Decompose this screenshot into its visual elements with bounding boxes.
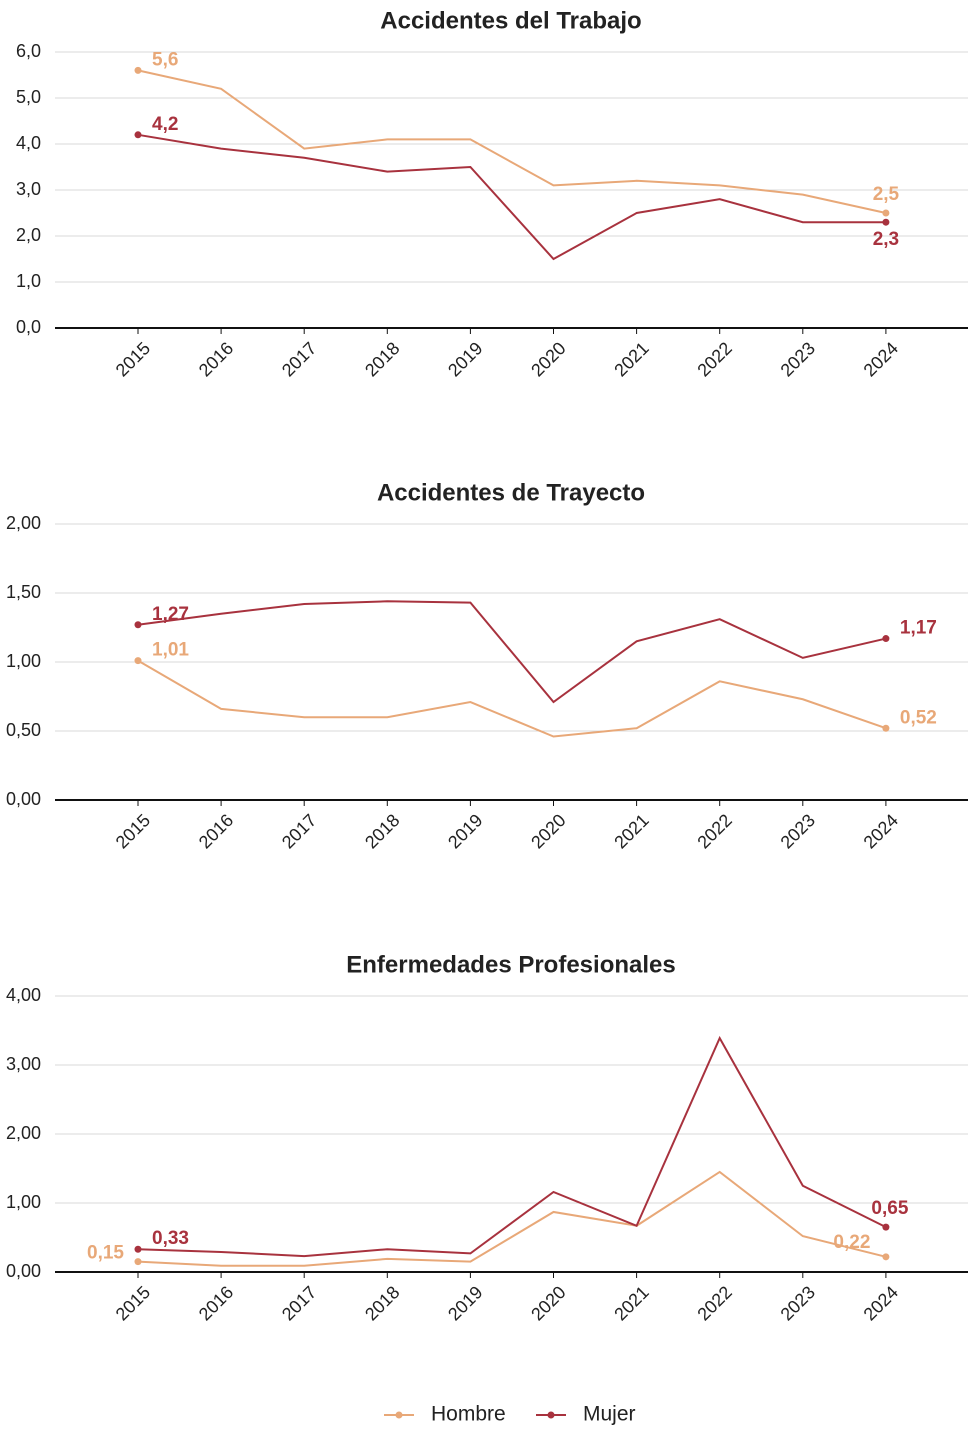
chart-title: Accidentes de Trayecto <box>377 479 645 506</box>
x-tick-label: 2020 <box>527 338 569 380</box>
x-tick-label: 2017 <box>278 338 320 380</box>
x-tick-label: 2016 <box>195 1282 237 1324</box>
series-line <box>137 133 886 261</box>
x-tick-label: 2024 <box>860 810 902 852</box>
x-tick-label: 2021 <box>610 810 652 852</box>
series-line <box>137 1170 887 1267</box>
series-line <box>137 69 887 214</box>
x-tick-label: 2023 <box>777 1282 819 1324</box>
data-label: 4,2 <box>152 114 178 135</box>
x-tick-label: 2015 <box>112 1282 154 1324</box>
x-tick-label: 2024 <box>860 1282 902 1324</box>
data-label: 0,22 <box>833 1232 870 1253</box>
y-tick-label: 0,50 <box>6 720 41 740</box>
x-tick-label: 2015 <box>112 810 154 852</box>
x-tick-label: 2019 <box>444 1282 486 1324</box>
point <box>882 209 890 217</box>
x-tick-label: 2022 <box>693 810 735 852</box>
x-tick-label: 2019 <box>444 810 486 852</box>
x-tick-label: 2015 <box>112 338 154 380</box>
x-tick-label: 2020 <box>527 810 569 852</box>
x-tick-label: 2023 <box>777 810 819 852</box>
point <box>134 66 142 74</box>
point <box>134 131 142 139</box>
x-tick-label: 2016 <box>195 338 237 380</box>
x-tick-label: 2024 <box>860 338 902 380</box>
data-label: 0,15 <box>87 1243 124 1264</box>
point <box>882 1253 890 1261</box>
series-line <box>137 600 887 704</box>
legend-label: Hombre <box>431 1403 506 1426</box>
y-tick-label: 3,00 <box>6 1054 41 1074</box>
x-tick-label: 2018 <box>361 338 403 380</box>
y-tick-label: 4,00 <box>6 985 41 1005</box>
data-label: 2,5 <box>873 184 900 205</box>
y-tick-label: 1,00 <box>6 1192 41 1212</box>
data-label: 5,6 <box>152 49 178 70</box>
series-line <box>137 1035 887 1258</box>
x-tick-label: 2019 <box>444 338 486 380</box>
x-tick-label: 2021 <box>610 1282 652 1324</box>
point <box>882 218 890 226</box>
y-tick-label: 2,00 <box>6 513 41 533</box>
y-tick-label: 0,00 <box>6 1261 41 1281</box>
x-tick-label: 2021 <box>610 338 652 380</box>
y-tick-label: 1,0 <box>16 271 41 291</box>
data-label: 0,65 <box>871 1198 908 1219</box>
x-tick-label: 2023 <box>777 338 819 380</box>
x-tick-label: 2022 <box>693 338 735 380</box>
point <box>882 724 890 732</box>
point <box>134 621 142 629</box>
legend-swatch-dot <box>395 1411 403 1419</box>
y-tick-label: 2,00 <box>6 1123 41 1143</box>
y-tick-label: 3,0 <box>16 179 41 199</box>
chart-title: Accidentes del Trabajo <box>380 7 641 34</box>
y-tick-label: 2,0 <box>16 225 41 245</box>
x-tick-label: 2018 <box>361 810 403 852</box>
chart-title: Enfermedades Profesionales <box>346 951 675 978</box>
series-line <box>137 659 887 738</box>
y-tick-label: 4,0 <box>16 133 41 153</box>
x-tick-label: 2016 <box>195 810 237 852</box>
legend-label: Mujer <box>583 1403 636 1426</box>
data-label: 2,3 <box>873 229 899 250</box>
x-tick-label: 2018 <box>361 1282 403 1324</box>
y-tick-label: 6,0 <box>16 41 41 61</box>
x-tick-label: 2022 <box>693 1282 735 1324</box>
point <box>882 635 890 643</box>
data-label: 1,17 <box>900 618 937 639</box>
y-tick-label: 0,0 <box>16 317 41 337</box>
legend-swatch-dot <box>547 1411 555 1419</box>
point <box>134 657 142 665</box>
y-tick-label: 0,00 <box>6 789 41 809</box>
x-tick-label: 2017 <box>278 810 320 852</box>
point <box>134 1245 142 1253</box>
x-tick-label: 2020 <box>527 1282 569 1324</box>
data-label: 1,27 <box>152 604 189 625</box>
x-tick-label: 2017 <box>278 1282 320 1324</box>
point <box>882 1223 890 1231</box>
data-label: 0,33 <box>152 1228 189 1249</box>
y-tick-label: 1,00 <box>6 651 41 671</box>
y-tick-label: 1,50 <box>6 582 41 602</box>
y-tick-label: 5,0 <box>16 87 41 107</box>
data-label: 1,01 <box>152 640 189 661</box>
data-label: 0,52 <box>900 707 937 728</box>
point <box>134 1258 142 1266</box>
